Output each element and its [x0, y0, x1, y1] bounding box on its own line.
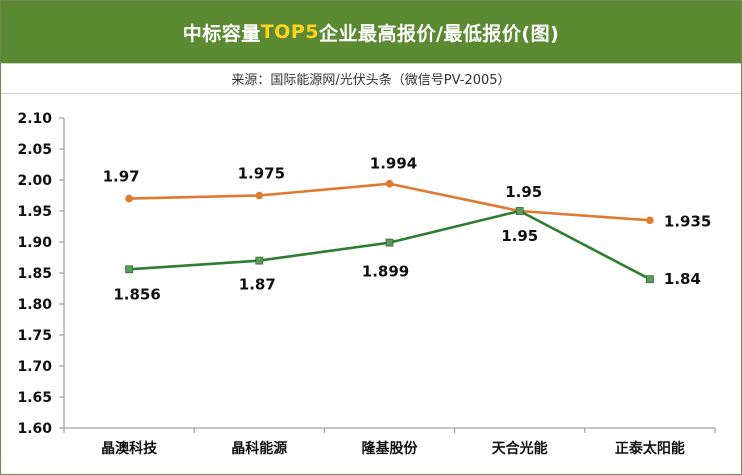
x-category-label: 晶科能源	[231, 440, 287, 457]
data-point-high	[385, 179, 394, 188]
y-tick-label: 1.60	[17, 421, 52, 437]
data-labels: 1.97 1.975 1.994 1.95 1.935 1.856 1.87 1.899 1.9…	[103, 155, 712, 304]
data-label-low: 1.856	[113, 285, 160, 303]
source-line: 来源：国际能源网/光伏头条（微信号PV-2005）	[1, 63, 741, 94]
series-line-high	[129, 182, 650, 222]
data-label-low: 1.899	[362, 263, 409, 281]
y-tick-label: 1.90	[17, 235, 52, 251]
data-point-low	[646, 275, 654, 284]
x-category-label: 天合光能	[492, 440, 548, 457]
data-label-high: 1.975	[238, 165, 285, 183]
data-point-low	[125, 265, 133, 274]
data-label-low: 1.95	[501, 227, 538, 245]
data-point-low	[515, 207, 524, 215]
y-tick-label: 1.70	[17, 359, 52, 375]
y-tick-label: 1.85	[17, 266, 52, 282]
chart-title-bar: 中标容量 TOP5 企业最高报价/最低报价(图)	[1, 1, 741, 63]
y-tick-label: 1.80	[17, 297, 52, 313]
x-axis-categories: 晶澳科技 晶科能源 隆基股份 天合光能 正泰太阳能	[63, 428, 716, 457]
y-tick-label: 1.65	[17, 390, 52, 406]
source-text: 来源：国际能源网/光伏头条（微信号PV-2005）	[231, 73, 511, 88]
data-point-high	[255, 191, 264, 200]
title-suffix: 企业最高报价/最低报价(图)	[318, 22, 560, 45]
data-label-high: 1.95	[505, 183, 542, 201]
y-axis-ticks: 2.10 2.05 2.00 1.95 1.90 1.85 1.80 1.75 1.70 1.65…	[17, 111, 64, 437]
data-point-low	[385, 238, 394, 247]
data-label-high: 1.994	[370, 155, 417, 173]
chart-series	[125, 179, 654, 284]
y-tick-label: 1.75	[17, 328, 52, 344]
data-point-low	[255, 256, 264, 265]
data-label-high: 1.97	[103, 168, 140, 186]
title-prefix: 中标容量	[182, 22, 261, 45]
data-point-high	[646, 216, 654, 225]
data-label-low: 1.87	[239, 276, 276, 294]
data-point-high	[125, 194, 133, 203]
y-tick-label: 2.00	[17, 173, 52, 189]
x-category-label: 隆基股份	[362, 440, 419, 457]
data-label-high: 1.935	[664, 212, 711, 230]
y-tick-label: 1.95	[17, 204, 52, 220]
x-category-label: 正泰太阳能	[615, 440, 685, 457]
y-tick-label: 2.10	[17, 111, 52, 127]
title-highlight: TOP5	[260, 21, 319, 43]
data-label-low: 1.84	[664, 270, 701, 288]
y-tick-label: 2.05	[17, 142, 52, 158]
x-category-label: 晶澳科技	[101, 440, 158, 457]
